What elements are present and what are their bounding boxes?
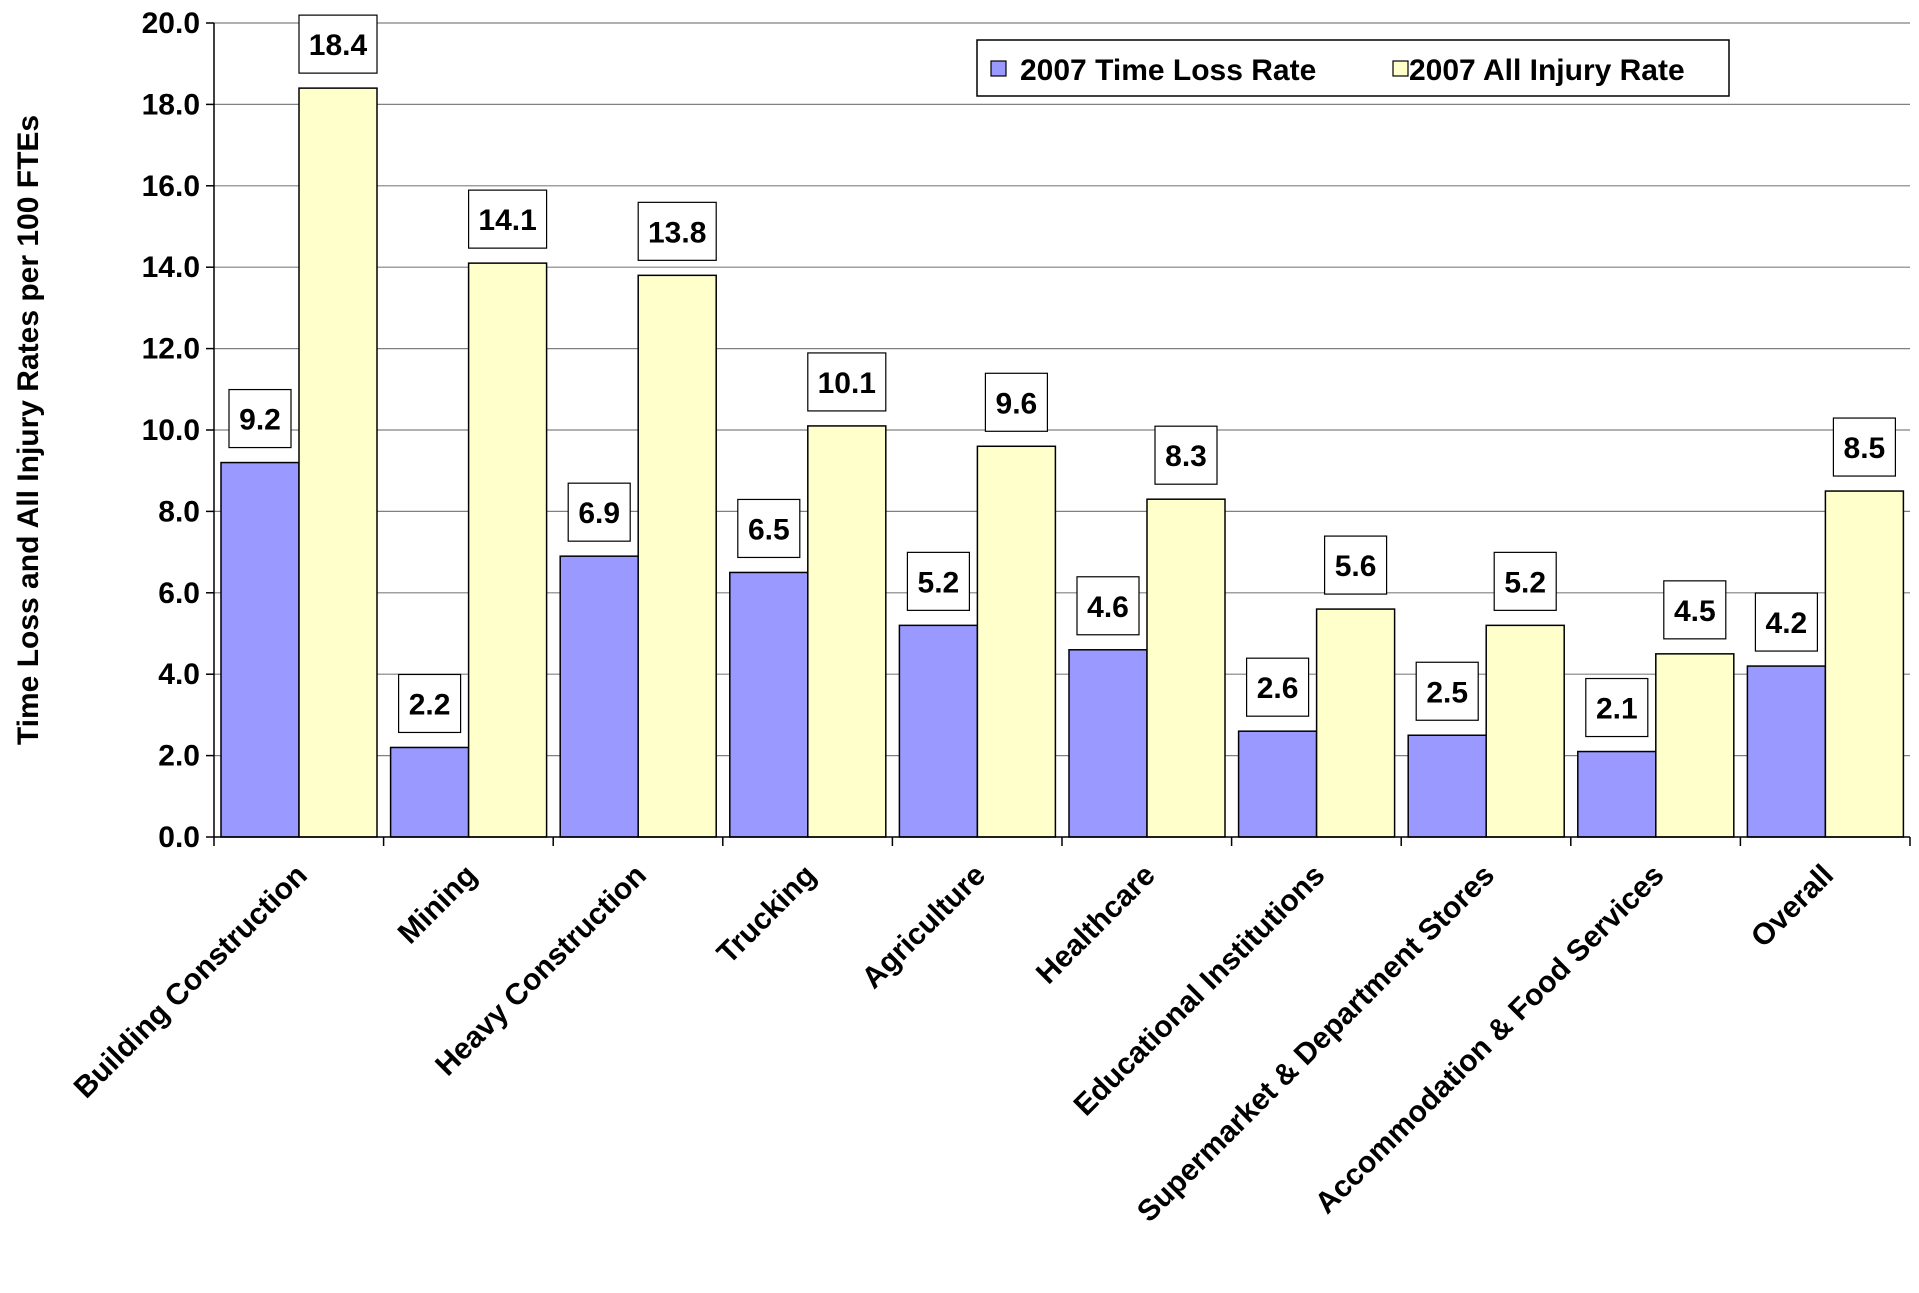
bar-time-loss <box>1068 649 1148 838</box>
data-label: 2.2 <box>409 688 451 721</box>
bar-all-injury <box>1146 498 1226 838</box>
y-tick-label: 16.0 <box>142 170 200 203</box>
data-labels: 9.2 18.4 2.2 14.1 6.9 13.8 6.5 10.1 5.2 9.6 4.6 8.3… <box>228 14 1897 738</box>
data-label: 4.2 <box>1766 607 1808 640</box>
y-tick-label: 20.0 <box>142 7 200 40</box>
y-tick-label: 8.0 <box>158 495 200 528</box>
bar-time-loss <box>1407 734 1487 838</box>
x-category-label: Building Construction <box>68 859 314 1105</box>
bar-all-injury <box>1315 608 1396 838</box>
data-label-box <box>1585 677 1649 738</box>
bar-all-injury <box>637 274 717 838</box>
bar-time-loss <box>1237 730 1318 838</box>
bar-all-injury <box>1824 490 1905 838</box>
bar-time-loss <box>389 746 470 838</box>
y-tick-label: 6.0 <box>158 577 200 610</box>
legend-swatch-all-injury <box>1392 60 1409 77</box>
data-label: 6.5 <box>748 513 790 546</box>
y-tick-label: 14.0 <box>142 251 200 284</box>
data-label: 4.5 <box>1674 595 1716 628</box>
bar-all-injury <box>976 445 1057 838</box>
y-tick-label: 0.0 <box>158 821 200 854</box>
x-category-label: Overall <box>1745 859 1840 954</box>
data-label: 2.1 <box>1596 693 1638 726</box>
y-tick-label: 18.0 <box>142 88 200 121</box>
bar-all-injury <box>1485 624 1565 838</box>
bar-time-loss <box>1577 750 1657 838</box>
x-category-label: Accommodation & Food Services <box>1309 859 1671 1221</box>
x-category-label: Supermarket & Department Stores <box>1131 859 1501 1229</box>
bar-time-loss <box>1746 665 1827 838</box>
data-label-box <box>807 352 887 412</box>
data-label-box <box>1154 425 1218 485</box>
data-label-box <box>1663 580 1727 640</box>
data-label-box <box>1832 417 1897 477</box>
y-tick-label: 12.0 <box>142 333 200 366</box>
data-label-box <box>228 388 292 449</box>
data-label: 6.9 <box>578 497 620 530</box>
y-tick-label: 10.0 <box>142 414 200 447</box>
data-label: 4.6 <box>1087 591 1129 624</box>
bar-time-loss <box>729 571 809 838</box>
bar-all-injury <box>1655 653 1735 838</box>
data-label-box <box>1493 551 1557 611</box>
y-axis-title: Time Loss and All Injury Rates per 100 F… <box>12 115 45 745</box>
data-label-box <box>1076 576 1140 636</box>
bars <box>220 87 1905 838</box>
data-label: 2.5 <box>1426 676 1468 709</box>
legend-label-all-injury: 2007 All Injury Rate <box>1409 54 1685 87</box>
y-tick-label: 4.0 <box>158 658 200 691</box>
y-tick-label: 2.0 <box>158 740 200 773</box>
legend-swatch-time-loss <box>990 60 1007 77</box>
data-label: 9.6 <box>996 387 1038 420</box>
data-label-box <box>737 498 801 559</box>
data-label: 8.5 <box>1844 432 1886 465</box>
data-label-box <box>298 14 378 74</box>
data-label: 5.6 <box>1335 550 1377 583</box>
data-label-box <box>984 372 1049 432</box>
legend-box <box>976 39 1730 97</box>
data-label: 18.4 <box>309 29 368 62</box>
data-label-box <box>1415 661 1479 721</box>
data-label-box <box>567 482 631 542</box>
data-label: 5.2 <box>918 566 960 599</box>
data-label: 8.3 <box>1165 440 1207 473</box>
bar-all-injury <box>807 425 887 838</box>
data-label-box <box>398 673 462 734</box>
data-label: 2.6 <box>1257 672 1299 705</box>
x-category-label: Mining <box>392 859 484 951</box>
legend: 2007 Time Loss Rate 2007 All Injury Rate <box>976 39 1730 97</box>
bar-time-loss <box>559 555 639 838</box>
data-label: 14.1 <box>478 204 536 237</box>
bar-all-injury <box>298 87 378 838</box>
data-label: 9.2 <box>239 404 281 437</box>
data-label-box <box>906 551 971 611</box>
bar-time-loss <box>898 624 979 838</box>
data-label-box <box>1754 592 1819 652</box>
bar-time-loss <box>220 461 300 838</box>
data-label: 5.2 <box>1504 566 1546 599</box>
data-label-box <box>468 189 548 249</box>
data-label-box <box>1323 535 1388 595</box>
data-label: 13.8 <box>648 216 706 249</box>
x-category-label: Healthcare <box>1030 859 1162 991</box>
data-label: 10.1 <box>818 367 876 400</box>
x-category-label: Trucking <box>711 859 823 971</box>
bar-all-injury <box>467 262 548 838</box>
x-category-label: Agriculture <box>856 859 992 995</box>
legend-label-time-loss: 2007 Time Loss Rate <box>1020 54 1316 87</box>
data-label-box <box>637 201 717 261</box>
data-label-box <box>1245 657 1310 717</box>
